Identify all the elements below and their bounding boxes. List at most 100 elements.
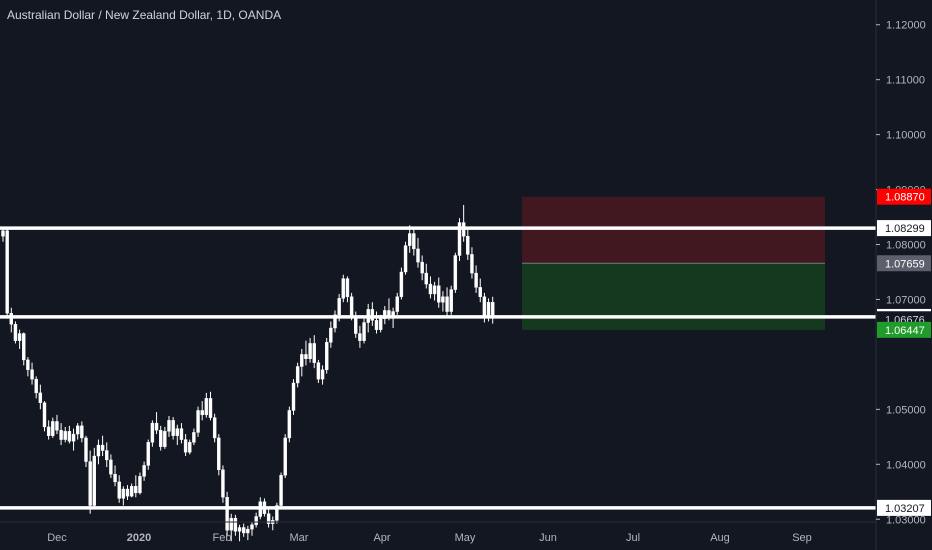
candle-up — [229, 517, 233, 531]
candle-down — [482, 296, 487, 318]
candle-down — [233, 517, 238, 532]
price-tick-label: 1.05000 — [886, 404, 926, 416]
price-tag-label: 1.08870 — [885, 192, 925, 204]
candle-down — [304, 354, 308, 360]
price-tag-label: 1.03207 — [885, 503, 925, 515]
candle-down — [200, 410, 204, 416]
candle-up — [92, 455, 97, 506]
price-tick-label: 1.03000 — [886, 514, 926, 526]
candle-down — [134, 486, 138, 494]
candle-up — [486, 302, 491, 318]
candle-up — [146, 442, 150, 466]
candlestick-series — [1, 204, 495, 542]
candle-up — [329, 327, 333, 343]
time-axis-label: Feb — [213, 532, 232, 544]
price-tag-entry[interactable] — [877, 255, 931, 272]
candle-down — [42, 402, 47, 428]
candle-down — [9, 313, 14, 325]
candle-up — [441, 296, 445, 303]
price-tag-level[interactable] — [877, 499, 931, 516]
price-axis[interactable]: 1.120001.110001.100001.090001.080001.070… — [875, 0, 931, 550]
price-tag-level[interactable] — [877, 220, 931, 237]
candle-down — [179, 428, 184, 440]
price-tag-stop[interactable] — [877, 188, 931, 205]
candle-up — [449, 289, 453, 312]
candle-down — [67, 431, 72, 442]
candle-up — [337, 298, 341, 316]
candle-down — [345, 278, 350, 297]
candle-down — [55, 421, 59, 431]
candle-up — [142, 465, 146, 477]
candle-up — [453, 255, 458, 290]
candle-down — [358, 333, 362, 341]
candle-down — [125, 488, 130, 497]
candle-down — [26, 359, 30, 370]
price-tag-label: 1.07659 — [885, 258, 925, 270]
candle-up — [246, 528, 250, 534]
candle-down — [38, 392, 43, 403]
candle-down — [466, 236, 470, 255]
candle-down — [208, 398, 213, 418]
candle-down — [437, 285, 441, 303]
candle-up — [188, 442, 192, 453]
candle-up — [291, 382, 296, 411]
candle-down — [22, 333, 26, 361]
candle-up — [96, 444, 101, 457]
time-axis-label: Apr — [373, 532, 390, 544]
time-axis-label: Mar — [290, 532, 309, 544]
candle-up — [167, 420, 171, 432]
horizontal-levels[interactable] — [0, 226, 876, 510]
time-axis[interactable]: Dec 2020 Feb Mar Apr May Jun Jul Aug Sep — [0, 521, 876, 544]
candle-down — [100, 444, 105, 451]
candle-up — [175, 428, 180, 436]
candle-down — [46, 426, 51, 436]
price-tick-label: 1.11000 — [886, 75, 925, 87]
candle-down — [212, 417, 217, 439]
time-axis-label: Aug — [710, 532, 730, 544]
candle-up — [192, 432, 196, 443]
take-profit-zone[interactable] — [522, 263, 825, 330]
candle-down — [316, 362, 321, 380]
candle-down — [349, 296, 354, 318]
candle-down — [158, 430, 163, 447]
candle-down — [171, 420, 175, 436]
candle-up — [63, 431, 67, 440]
candle-up — [71, 433, 76, 442]
candle-up — [300, 354, 304, 367]
candle-down — [424, 272, 428, 285]
candle-down — [428, 283, 433, 295]
candle-down — [225, 497, 229, 531]
candle-up — [320, 369, 325, 380]
candle-up — [341, 278, 345, 299]
candle-up — [457, 222, 462, 256]
candle-down — [221, 469, 225, 498]
candle-up — [237, 527, 242, 532]
stop-loss-zone[interactable] — [522, 196, 825, 264]
candle-down — [109, 459, 113, 475]
candle-down — [13, 323, 18, 341]
candle-down — [241, 527, 246, 534]
time-axis-label: 2020 — [127, 532, 151, 544]
price-tag-label: 1.06447 — [885, 325, 925, 337]
candle-down — [478, 287, 482, 297]
candle-up — [254, 516, 258, 525]
candle-down — [105, 450, 109, 461]
candle-down — [84, 437, 88, 462]
candle-down — [30, 369, 34, 380]
candle-up — [383, 310, 387, 319]
candle-down — [88, 461, 92, 506]
candle-up — [333, 314, 337, 329]
candle-down — [474, 272, 478, 288]
candle-up — [408, 233, 412, 246]
candle-up — [403, 245, 408, 273]
candle-down — [470, 254, 474, 274]
price-tick-label: 1.08000 — [886, 240, 926, 252]
price-tag-target[interactable] — [877, 321, 931, 338]
price-tick-label: 1.07000 — [886, 294, 926, 306]
chart-title: Australian Dollar / New Zealand Dollar, … — [7, 8, 282, 22]
candle-down — [266, 513, 271, 524]
candle-down — [5, 230, 9, 314]
candle-down — [183, 439, 188, 453]
candle-down — [491, 302, 495, 318]
